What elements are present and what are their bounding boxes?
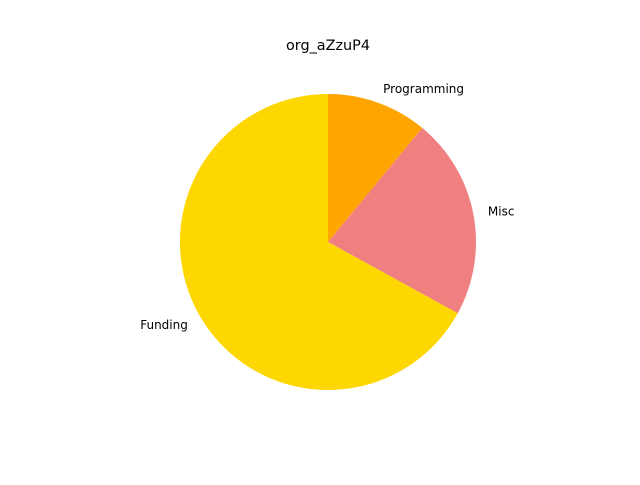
pie-slice-misc xyxy=(328,127,476,314)
pie-label-misc: Misc xyxy=(488,204,515,218)
pie-slice-programming xyxy=(328,94,423,242)
pie-label-programming: Programming xyxy=(383,82,464,96)
pie-slices xyxy=(180,94,476,390)
chart-title: org_aZzuP4 xyxy=(286,38,370,54)
pie-slice-funding xyxy=(180,94,458,390)
pie-labels: Programming Misc Funding xyxy=(140,82,514,332)
pie-label-funding: Funding xyxy=(140,318,188,332)
